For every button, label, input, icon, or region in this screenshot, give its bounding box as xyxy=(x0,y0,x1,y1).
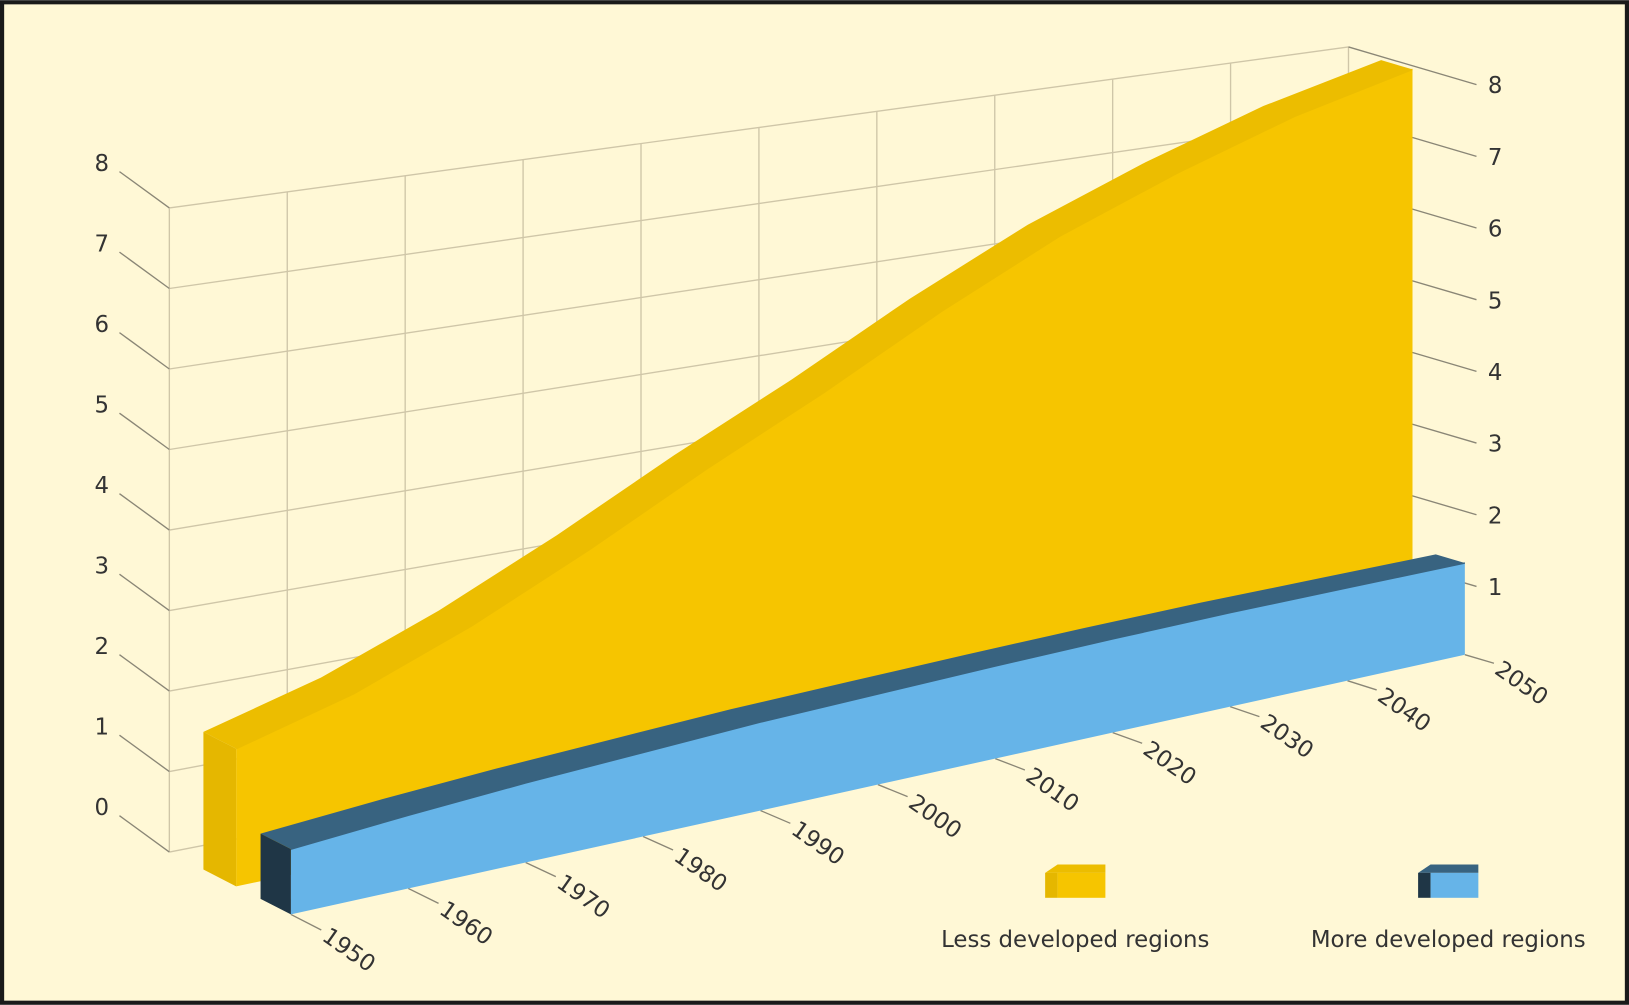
area-top xyxy=(260,554,1465,850)
x-tick xyxy=(642,835,674,851)
y2-tick-label: 8 xyxy=(1488,73,1503,99)
area-front xyxy=(290,562,1465,915)
x-tick xyxy=(1464,654,1495,664)
area-side xyxy=(260,833,291,915)
x-tick xyxy=(407,887,439,904)
y2-tick-label: 3 xyxy=(1488,432,1503,458)
area-top xyxy=(203,60,1413,749)
y2-tick-label: 6 xyxy=(1488,217,1503,243)
legend-swatch-side xyxy=(1418,872,1431,898)
area-side xyxy=(203,731,237,887)
y2-tick xyxy=(1348,46,1477,86)
y-tick-label: 6 xyxy=(95,312,110,338)
y-tick-label: 5 xyxy=(95,392,110,418)
area-line xyxy=(290,562,1466,850)
y-tick-label: 8 xyxy=(95,151,110,177)
legend-label: Less developed regions xyxy=(941,927,1209,953)
area-line xyxy=(235,68,1413,750)
x-tick xyxy=(877,783,908,798)
x-tick xyxy=(1229,706,1260,718)
legend-label: More developed regions xyxy=(1311,927,1586,953)
legend-swatch-top xyxy=(1045,864,1106,873)
y2-tick-label: 7 xyxy=(1488,145,1503,171)
x-tick xyxy=(995,757,1026,771)
y-tick-label: 3 xyxy=(95,553,110,579)
y-tick xyxy=(119,815,170,853)
y-tick-label: 0 xyxy=(95,795,110,821)
y-tick xyxy=(119,573,170,612)
legend-swatch xyxy=(1057,872,1106,898)
y-tick-label: 4 xyxy=(95,473,110,499)
y-tick xyxy=(119,332,170,370)
y2-tick-label: 5 xyxy=(1488,288,1503,314)
plot xyxy=(203,60,1466,915)
x-tick xyxy=(1112,731,1143,744)
y-tick xyxy=(119,412,170,451)
y2-tick-label: 2 xyxy=(1488,503,1503,529)
y-tick-label: 2 xyxy=(95,634,110,660)
legend-swatch xyxy=(1430,872,1479,898)
legend-swatch-top xyxy=(1418,864,1479,873)
y2-tick-label: 4 xyxy=(1488,360,1503,386)
y-tick-label: 1 xyxy=(95,714,110,740)
x-tick xyxy=(525,861,557,878)
y-tick xyxy=(119,171,170,209)
x-tick xyxy=(760,809,791,824)
y2-tick-label: 1 xyxy=(1488,575,1503,601)
x-tick xyxy=(1347,680,1377,691)
y-tick xyxy=(119,493,170,531)
y-tick xyxy=(119,251,170,290)
y-tick xyxy=(119,734,170,773)
x-tick xyxy=(290,913,322,931)
legend-swatch-side xyxy=(1045,872,1058,898)
y-tick xyxy=(119,654,170,692)
legend: Less developed regions More developed reg… xyxy=(941,864,1586,953)
y-tick-label: 7 xyxy=(95,231,110,257)
